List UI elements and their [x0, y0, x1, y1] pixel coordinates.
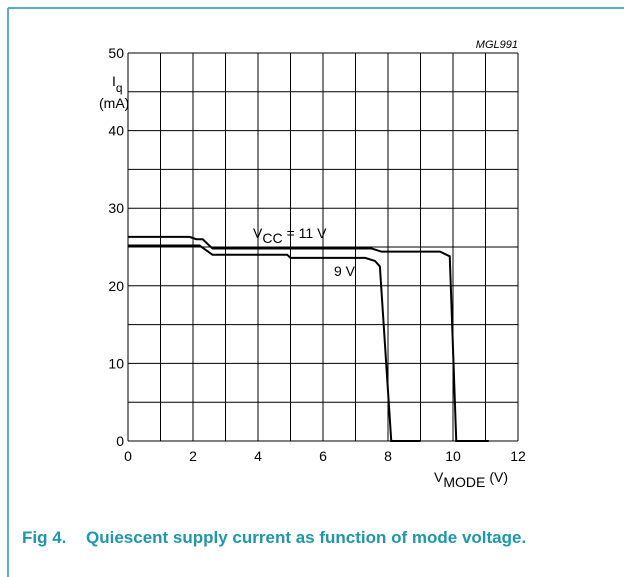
series-label: 9 V — [334, 263, 356, 279]
series-line — [128, 235, 489, 442]
x-axis-label: VMODE (V) — [434, 469, 508, 490]
y-axis-unit: (mA) — [99, 95, 129, 111]
x-tick-label: 6 — [319, 448, 327, 464]
caption: Fig 4. Quiescent supply current as funct… — [22, 526, 602, 550]
x-tick-label: 0 — [124, 448, 132, 464]
x-tick-label: 4 — [254, 448, 262, 464]
y-tick-label: 0 — [116, 433, 124, 449]
x-tick-label: 12 — [510, 448, 526, 464]
caption-number: Fig 4. — [22, 528, 67, 547]
caption-text: Quiescent supply current as function of … — [86, 528, 527, 547]
figure-id: MGL991 — [476, 39, 518, 51]
x-tick-label: 2 — [189, 448, 197, 464]
x-tick-label: 8 — [384, 448, 392, 464]
x-tick-label: 10 — [445, 448, 461, 464]
y-axis-label: Iq — [112, 73, 123, 95]
series-line — [128, 244, 421, 442]
y-tick-label: 10 — [108, 355, 124, 371]
y-tick-label: 20 — [108, 278, 124, 294]
y-tick-label: 30 — [108, 200, 124, 216]
y-tick-label: 50 — [108, 45, 124, 61]
y-tick-label: 40 — [108, 123, 124, 139]
